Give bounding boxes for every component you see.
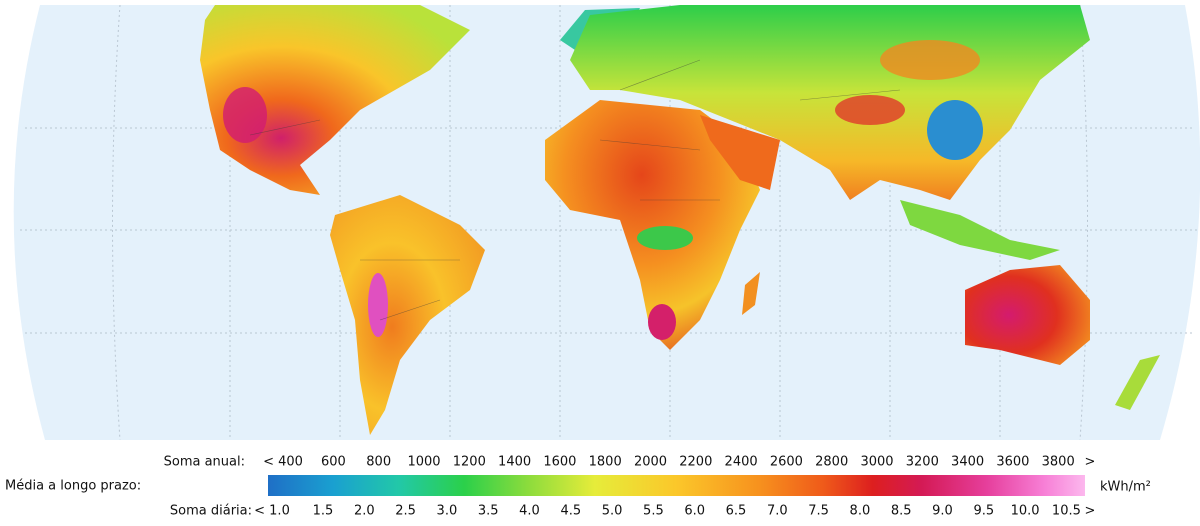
borders [249,59,901,321]
daily-label: 6.5 [726,504,747,519]
annual-label: 3400 [951,455,984,470]
annual-label: 2000 [634,455,667,470]
annual-label: 1600 [543,455,576,470]
daily-label: 3.0 [437,504,458,519]
daily-label: 7.0 [767,504,788,519]
annual-label: < 400 [263,455,303,470]
daily-label: 9.5 [973,504,994,519]
annual-label: 2200 [679,455,712,470]
daily-label: > [1085,504,1096,519]
annual-label: 3800 [1042,455,1075,470]
mean-title: Média a longo prazo: [5,479,141,494]
daily-label: 1.5 [313,504,334,519]
daily-label: 10.5 [1052,504,1081,519]
daily-label: 4.0 [519,504,540,519]
daily-label: 2.0 [354,504,375,519]
annual-label: > [1085,455,1096,470]
daily-label: 8.0 [850,504,871,519]
daily-label: 7.5 [808,504,829,519]
daily-label: 8.5 [891,504,912,519]
daily-label: 10.0 [1011,504,1040,519]
annual-label: 3200 [906,455,939,470]
annual-label: 3000 [860,455,893,470]
daily-label: 3.5 [478,504,499,519]
daily-title: Soma diária: [170,504,252,519]
continents [200,5,1160,435]
daily-label: 2.5 [395,504,416,519]
annual-label: 2600 [770,455,803,470]
annual-label: 3600 [996,455,1029,470]
annual-label: 1800 [589,455,622,470]
daily-label: < 1.0 [254,504,290,519]
color-scale [268,475,1085,496]
daily-label: 5.5 [643,504,664,519]
daily-label: 5.0 [602,504,623,519]
annual-label: 1000 [407,455,440,470]
daily-label: 9.0 [932,504,953,519]
annual-label: 600 [321,455,346,470]
annual-label: 800 [366,455,391,470]
annual-title: Soma anual: [164,455,245,470]
annual-label: 2800 [815,455,848,470]
daily-label: 4.5 [560,504,581,519]
unit: kWh/m² [1100,480,1151,495]
annual-label: 1400 [498,455,531,470]
annual-label: 1200 [453,455,486,470]
annual-label: 2400 [725,455,758,470]
daily-label: 6.0 [684,504,705,519]
